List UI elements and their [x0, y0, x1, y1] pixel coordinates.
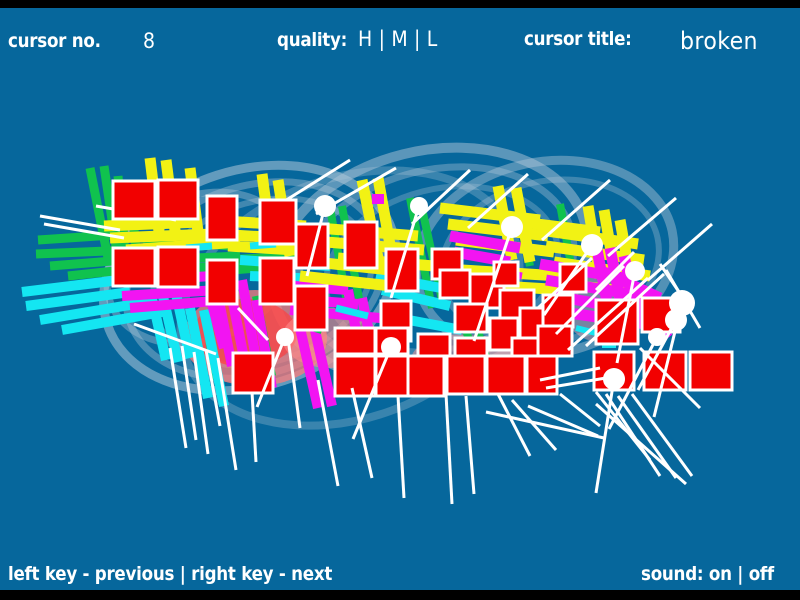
art-circle [381, 337, 401, 357]
art-pin-line [607, 336, 659, 430]
art-square [333, 326, 377, 356]
cursor-number-label: cursor no. [8, 30, 101, 52]
art-square [536, 324, 574, 358]
art-square [293, 284, 329, 332]
art-circle [648, 328, 666, 346]
letterbox-bottom [0, 590, 800, 600]
art-square [205, 194, 239, 242]
white-lines-front [133, 250, 702, 505]
artwork-stage: cursor no. 8 quality: H | M | L cursor t… [0, 8, 800, 590]
art-square [445, 354, 487, 396]
art-square [374, 354, 410, 398]
art-circle [603, 368, 625, 390]
art-square [231, 351, 275, 395]
art-square [438, 268, 472, 300]
art-square [343, 220, 379, 270]
art-circle [665, 309, 687, 331]
cursor-artwork [0, 8, 800, 590]
art-square [111, 246, 157, 288]
art-square [156, 178, 200, 221]
art-pin-line [636, 319, 678, 391]
art-square [688, 350, 734, 392]
art-pin-line [615, 270, 637, 364]
cursor-title-label: cursor title: [524, 28, 632, 50]
art-circle [625, 261, 645, 281]
cursor-number-value: 8 [143, 29, 156, 53]
art-square [205, 258, 239, 306]
white-circle-layer [255, 195, 695, 494]
art-square [111, 179, 157, 221]
art-square [258, 256, 296, 306]
quality-label: quality: [277, 29, 348, 51]
sound-toggle[interactable]: sound: on | off [641, 563, 774, 585]
art-circle [581, 234, 603, 256]
letterbox-top [0, 0, 800, 8]
art-circle [314, 195, 336, 217]
art-square [258, 198, 298, 246]
quality-options-selector[interactable]: H | M | L [358, 27, 438, 51]
art-square [406, 354, 446, 398]
art-pin-line [305, 205, 327, 277]
art-square [384, 247, 420, 293]
art-circle [501, 216, 523, 238]
art-square [333, 354, 377, 398]
art-circle [410, 197, 428, 215]
cursor-title-value: broken [680, 27, 758, 55]
art-square [156, 245, 200, 289]
keyboard-hint: left key - previous | right key - next [8, 563, 333, 585]
art-pin-line [255, 336, 287, 408]
art-pin-line [472, 226, 514, 342]
art-circle [276, 328, 294, 346]
art-square [485, 354, 527, 396]
art-pin-line [389, 205, 421, 299]
art-pin-line [594, 378, 616, 494]
